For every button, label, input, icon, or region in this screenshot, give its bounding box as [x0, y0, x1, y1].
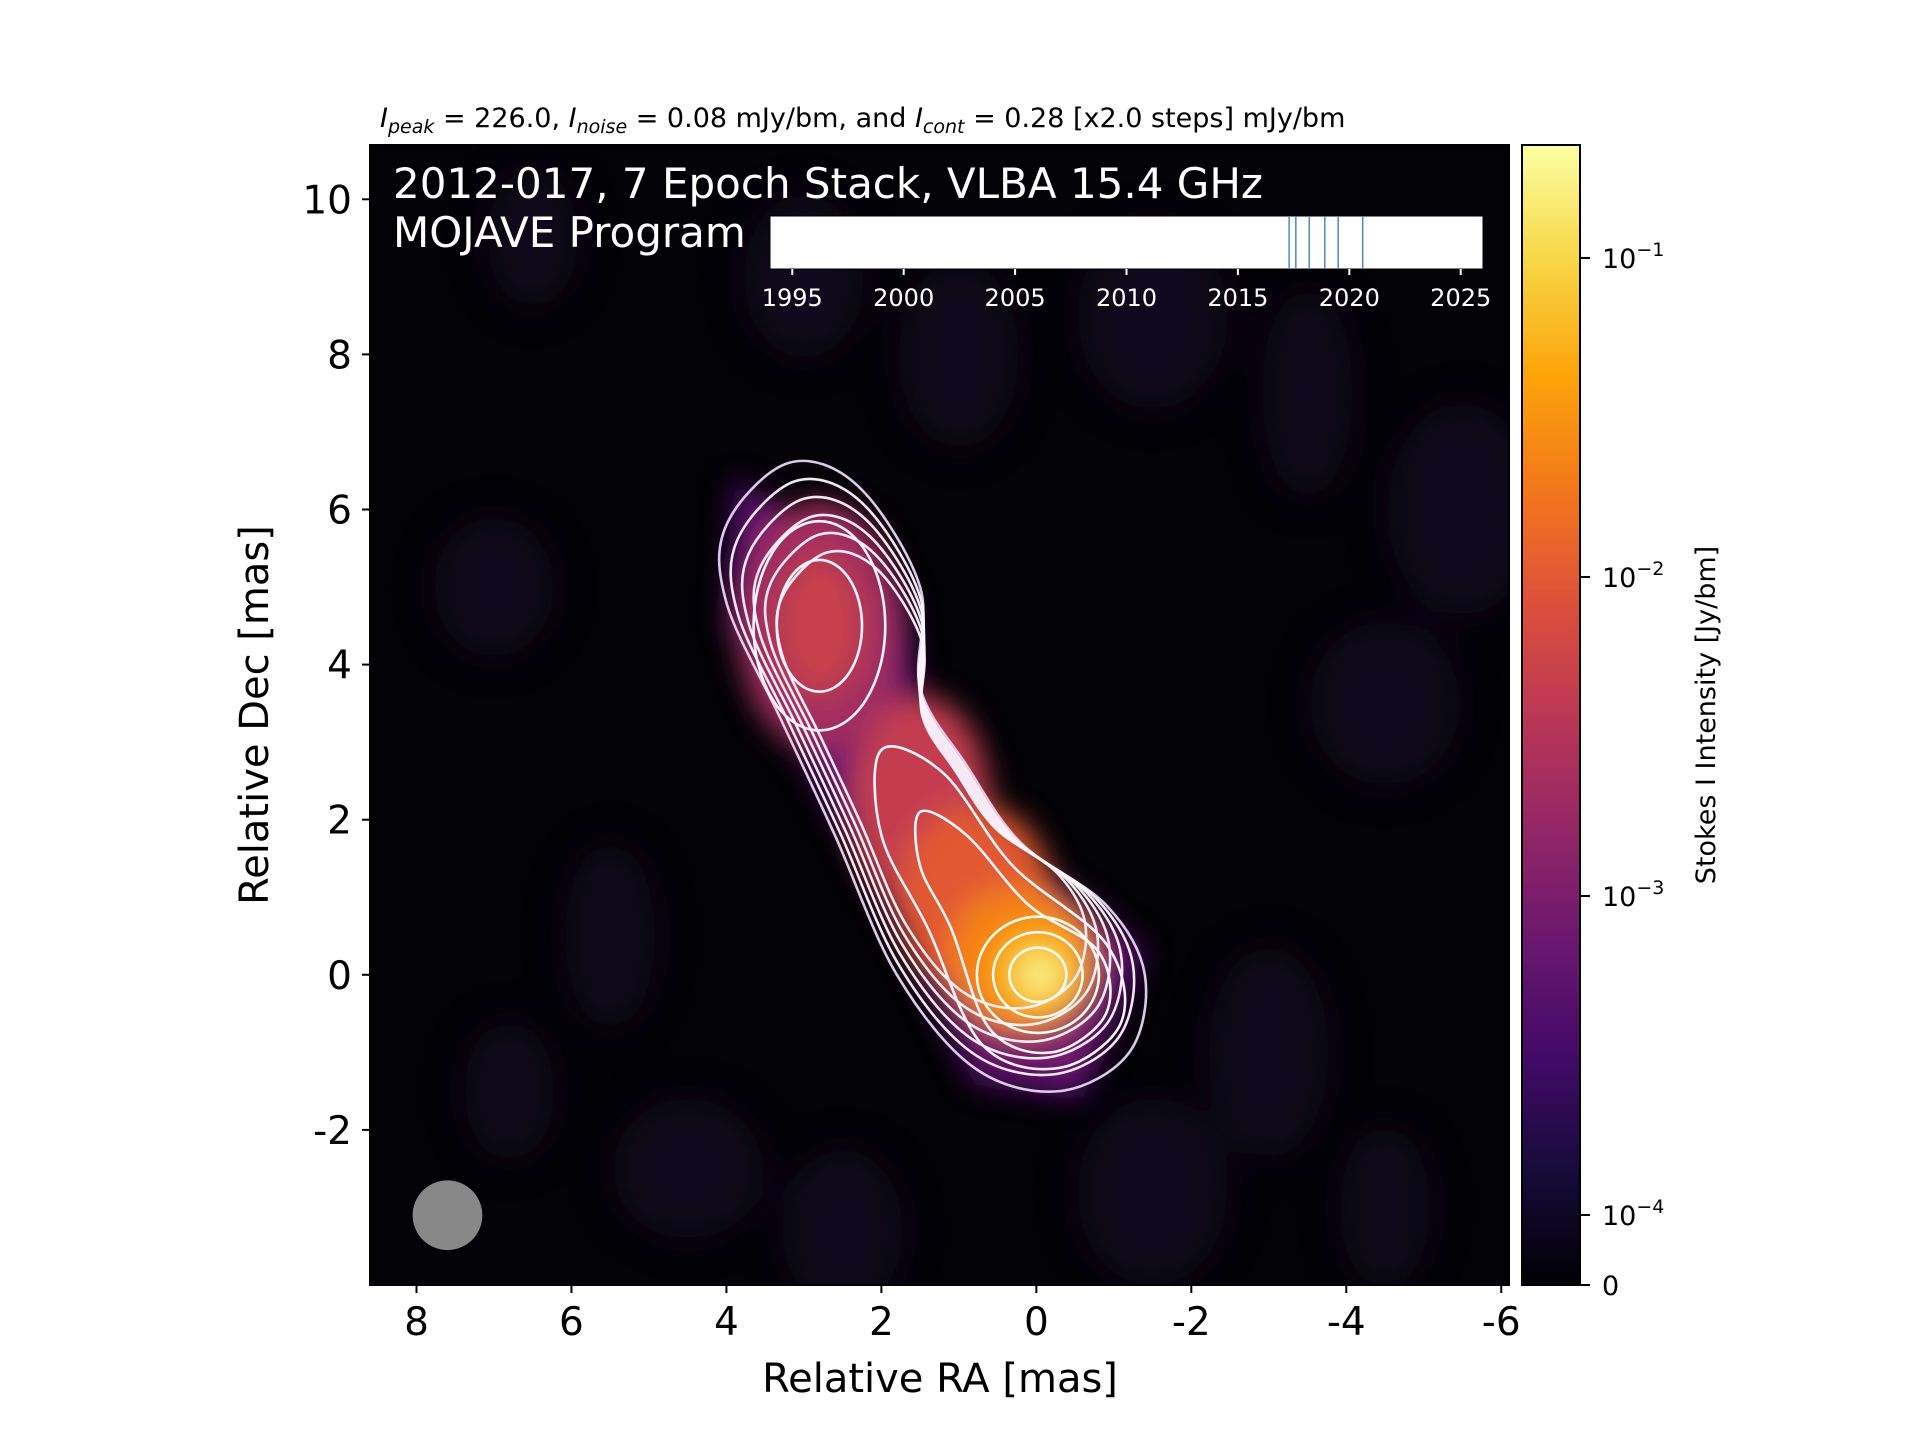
contour-line — [913, 809, 1112, 1055]
timeline-tick-label: 2000 — [873, 284, 934, 312]
y-axis: 10 8 6 4 2 0 -2 — [302, 178, 370, 1154]
chart-title: Ipeak = 226.0, Inoise = 0.08 mJy/bm, and… — [380, 103, 1345, 138]
timeline-tick-label: 2020 — [1319, 284, 1380, 312]
x-axis: 8 6 4 2 0 -2 -4 -6 — [404, 1285, 1521, 1345]
x-tick-label: 6 — [559, 1300, 584, 1345]
noise-blob — [782, 1148, 903, 1285]
timeline-tick-label: 2010 — [1096, 284, 1157, 312]
contour-line — [775, 549, 1088, 1010]
x-tick-label: -2 — [1172, 1300, 1211, 1345]
x-tick-label: 2 — [869, 1300, 894, 1345]
y-tick-label: 8 — [327, 333, 352, 378]
plot-frame — [369, 144, 1510, 1286]
contour-line — [752, 519, 887, 732]
x-tick-label: 4 — [714, 1300, 739, 1345]
contour-lines — [717, 459, 1148, 1093]
noise-blob — [1387, 403, 1509, 616]
x-tick-label: 8 — [404, 1300, 429, 1345]
noise-blob — [487, 168, 578, 309]
contour-line — [729, 477, 1136, 1077]
beam-ellipse — [412, 1180, 483, 1251]
y-tick-label: -2 — [313, 1109, 352, 1154]
colorbar-tick-label: 10−1 — [1602, 239, 1664, 275]
noise-blob — [1077, 1097, 1228, 1285]
source-label: 2012-017, 7 Epoch Stack, VLBA 15.4 GHz — [393, 159, 1263, 208]
noise-blob — [565, 842, 656, 1031]
x-axis-label: Relative RA [mas] — [762, 1356, 1118, 1402]
noise-blob — [898, 260, 1019, 449]
colorbar-tick-label: 10−4 — [1602, 1196, 1664, 1232]
image-panel — [369, 144, 1510, 1286]
contour-line — [991, 930, 1084, 1019]
colorbar-tick-label: 10−2 — [1602, 558, 1664, 594]
timeline-tick-label: 2005 — [985, 284, 1046, 312]
emission-image — [726, 478, 1145, 1099]
noise-blob — [433, 517, 554, 658]
colorbar-tick-label: 10−3 — [1602, 877, 1664, 913]
colorbar-label: Stokes I Intensity [Jy/bm] — [1691, 546, 1722, 884]
x-tick-label: 0 — [1024, 1300, 1049, 1345]
timeline-box — [769, 215, 1484, 270]
contour-line — [975, 915, 1101, 1035]
program-label: MOJAVE Program — [393, 208, 746, 257]
contour-line — [752, 513, 1112, 1043]
noise-blob — [464, 1021, 555, 1162]
colorbar-gradient — [1521, 144, 1581, 1286]
y-tick-label: 0 — [327, 954, 352, 999]
contour-line — [717, 459, 1148, 1093]
noise-blob — [1340, 1125, 1431, 1285]
y-axis-label: Relative Dec [mas] — [232, 525, 278, 905]
noise-blob — [1262, 287, 1353, 500]
epoch-timeline: 1995 2000 2005 2010 2015 2020 2025 — [762, 215, 1491, 312]
noise-blob — [1310, 621, 1461, 786]
y-tick-label: 10 — [302, 178, 352, 223]
colorbar: 10−1 10−2 10−3 10−4 0 Stokes I Intensity [Jy… — [1521, 144, 1722, 1302]
emission-blob — [776, 556, 863, 696]
x-tick-label: -4 — [1327, 1300, 1366, 1345]
contour-line — [1008, 946, 1068, 1004]
noise-blob — [612, 1098, 763, 1239]
timeline-tick-label: 2015 — [1207, 284, 1268, 312]
contour-line — [740, 495, 1124, 1060]
x-tick-label: -6 — [1482, 1300, 1521, 1345]
emission-blob — [1028, 963, 1052, 987]
timeline-tick-label: 1995 — [762, 284, 823, 312]
timeline-tick-label: 2025 — [1430, 284, 1491, 312]
contour-line — [873, 745, 1127, 1071]
noise-blob — [1208, 946, 1329, 1159]
y-tick-label: 4 — [327, 644, 352, 689]
contour-line — [763, 531, 1100, 1027]
colorbar-tick-label: 0 — [1602, 1271, 1619, 1302]
contour-line — [775, 558, 864, 693]
y-tick-label: 6 — [327, 488, 352, 533]
y-tick-label: 2 — [327, 799, 352, 844]
